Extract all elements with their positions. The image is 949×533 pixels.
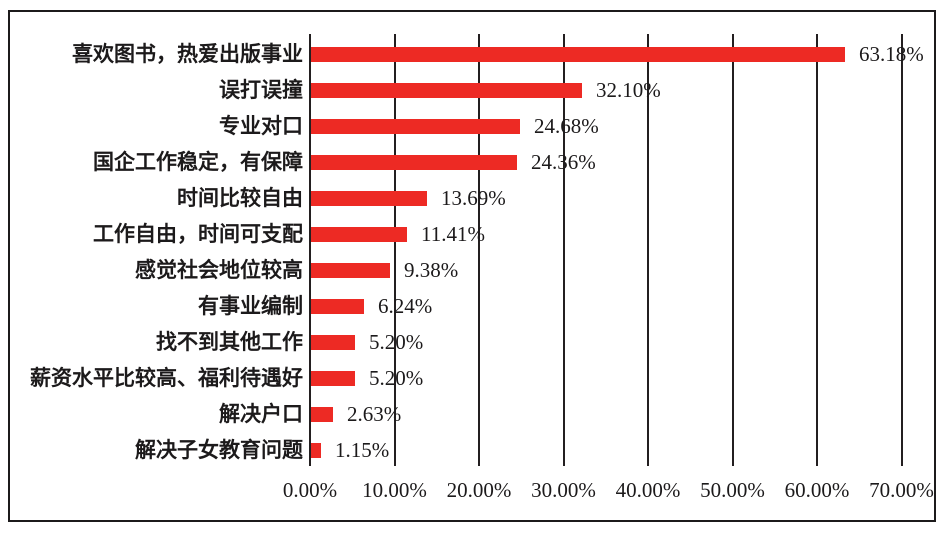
x-tick-label: 60.00% [784, 478, 850, 502]
gridline [816, 34, 818, 466]
bar-row: 工作自由，时间可支配 11.41% [0, 216, 949, 252]
data-label: 13.69% [441, 186, 506, 210]
data-label: 24.68% [534, 114, 599, 138]
bar [311, 371, 355, 386]
data-label: 11.41% [421, 222, 485, 246]
bar [311, 83, 582, 98]
gridline [393, 34, 396, 466]
y-axis-line [309, 34, 311, 466]
bar-row: 误打误撞 32.10% [0, 72, 949, 108]
data-label: 2.63% [347, 402, 402, 426]
bar [311, 407, 333, 422]
data-label: 6.24% [378, 294, 433, 318]
gridline [731, 34, 734, 466]
x-tick-label: 50.00% [700, 478, 765, 502]
bar-row: 时间比较自由 13.69% [0, 180, 949, 216]
data-label: 32.10% [596, 78, 661, 102]
bar-row: 解决户口 2.63% [0, 396, 949, 432]
data-label: 5.20% [369, 366, 424, 390]
category-label: 感觉社会地位较高 [135, 258, 303, 282]
category-label: 喜欢图书，热爱出版事业 [72, 42, 303, 66]
category-label: 有事业编制 [198, 294, 303, 318]
category-label: 薪资水平比较高、福利待遇好 [30, 366, 303, 390]
category-label: 工作自由，时间可支配 [93, 222, 303, 246]
x-tick-label: 20.00% [446, 478, 512, 502]
category-label: 解决户口 [219, 402, 303, 426]
bar-row: 有事业编制 6.24% [0, 288, 949, 324]
bar-row: 感觉社会地位较高 9.38% [0, 252, 949, 288]
data-label: 9.38% [404, 258, 459, 282]
bar [311, 119, 520, 134]
bar-row: 国企工作稳定，有保障 24.36% [0, 144, 949, 180]
gridline [647, 34, 649, 466]
bar-row: 找不到其他工作 5.20% [0, 324, 949, 360]
data-label: 24.36% [531, 150, 596, 174]
category-label: 专业对口 [219, 114, 303, 138]
bar [311, 227, 407, 242]
bar-row: 薪资水平比较高、福利待遇好 5.20% [0, 360, 949, 396]
gridline [900, 34, 903, 466]
data-label: 5.20% [369, 330, 424, 354]
bar [311, 155, 517, 170]
x-tick-label: 40.00% [615, 478, 681, 502]
bar [311, 191, 427, 206]
x-tick-label: 10.00% [362, 478, 427, 502]
category-label: 误打误撞 [219, 78, 303, 102]
x-tick-label: 30.00% [531, 478, 596, 502]
bar [311, 335, 355, 350]
bar [311, 263, 390, 278]
data-label: 1.15% [335, 438, 390, 462]
x-tick-label: 70.00% [869, 478, 934, 502]
category-label: 时间比较自由 [177, 186, 303, 210]
data-label: 63.18% [859, 42, 924, 66]
gridline [478, 34, 480, 466]
bar-row: 解决子女教育问题 1.15% [0, 432, 949, 468]
category-label: 国企工作稳定，有保障 [93, 150, 303, 174]
bar [311, 47, 845, 62]
gridline [562, 34, 565, 466]
chart-frame [8, 10, 936, 522]
bar-row: 喜欢图书，热爱出版事业 63.18% [0, 36, 949, 72]
bar [311, 443, 321, 458]
category-label: 找不到其他工作 [156, 330, 303, 354]
bar [311, 299, 364, 314]
category-label: 解决子女教育问题 [135, 438, 303, 462]
bar-row: 专业对口 24.68% [0, 108, 949, 144]
x-tick-label: 0.00% [282, 478, 338, 502]
